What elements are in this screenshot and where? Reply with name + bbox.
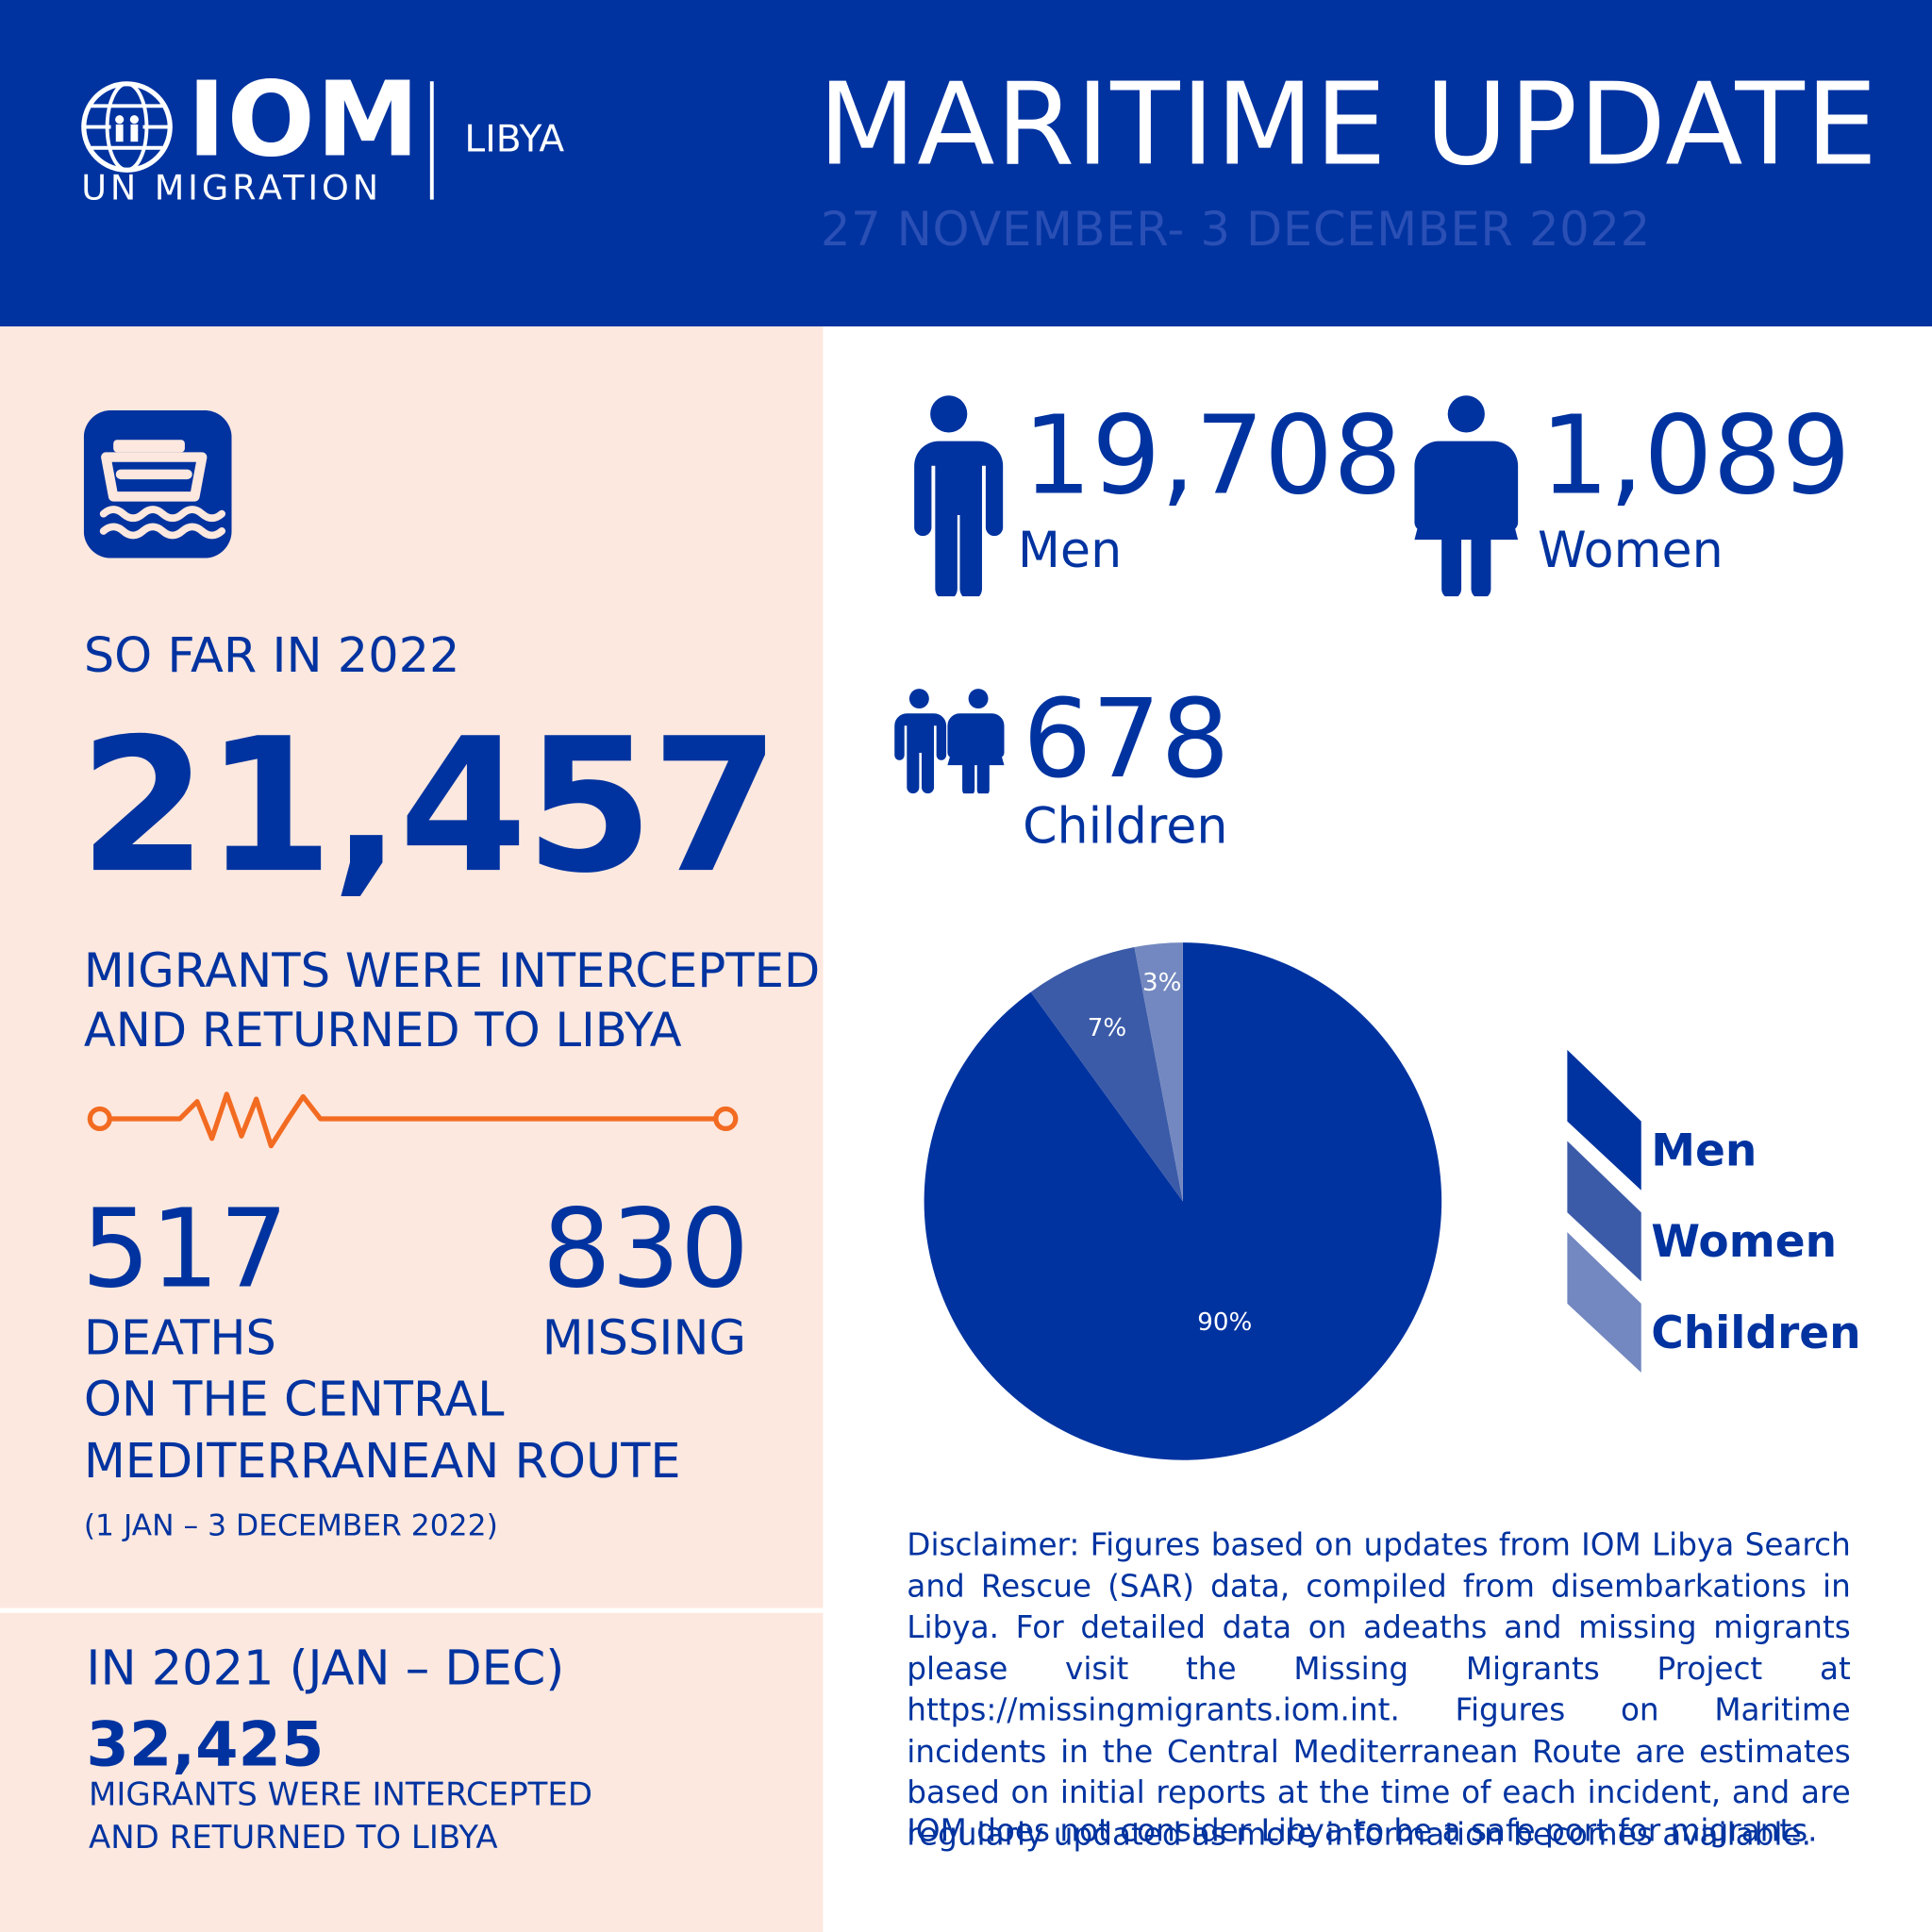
disclaimer-last-line: IOM does not consider Libya to be a safe… xyxy=(907,1812,1818,1849)
country-label: LIBYA xyxy=(464,118,565,162)
route-period: (1 JAN – 3 DECEMBER 2022) xyxy=(83,1507,498,1543)
legend-swatch-children xyxy=(1567,1232,1641,1374)
legend-label-children: Children xyxy=(1651,1308,1861,1359)
logo-tagline: UN MIGRATION xyxy=(81,167,383,208)
intercepted-total: 21,457 xyxy=(78,699,780,915)
men-label: Men xyxy=(1017,522,1123,579)
logo-org-name: IOM xyxy=(187,58,421,180)
children-icon xyxy=(894,689,1005,794)
left-panel-divider xyxy=(0,1607,824,1613)
page-title: MARITIME UPDATE xyxy=(818,58,1879,192)
header-banner: IOM UN MIGRATION LIBYA MARITIME UPDATE 2… xyxy=(0,0,1932,327)
route-line2: MEDITERRANEAN ROUTE xyxy=(83,1434,681,1491)
missing-value: 830 xyxy=(541,1185,750,1313)
men-value: 19,708 xyxy=(1023,391,1403,519)
prev-year-label: IN 2021 (JAN – DEC) xyxy=(86,1641,565,1697)
women-value: 1,089 xyxy=(1540,391,1851,519)
legend-label-men: Men xyxy=(1651,1125,1757,1177)
children-label: Children xyxy=(1023,798,1228,856)
pie-label-women: 7% xyxy=(1088,1014,1126,1042)
deaths-value: 517 xyxy=(81,1185,289,1313)
intercepted-caption-line1: MIGRANTS WERE INTERCEPTED xyxy=(83,943,821,998)
legend-label-women: Women xyxy=(1651,1217,1838,1268)
women-label: Women xyxy=(1538,522,1724,579)
pie-legend-swatches xyxy=(1567,1049,1641,1374)
legend-swatch-women xyxy=(1567,1141,1641,1282)
intercepted-caption-line2: AND RETURNED TO LIBYA xyxy=(83,1003,682,1058)
prev-year-caption-line2: AND RETURNED TO LIBYA xyxy=(89,1820,498,1857)
prev-year-caption-line1: MIGRANTS WERE INTERCEPTED xyxy=(89,1776,593,1814)
heartbeat-line-icon xyxy=(87,1091,739,1149)
logo-divider xyxy=(429,81,434,200)
woman-icon xyxy=(1414,395,1519,597)
route-line1: ON THE CENTRAL xyxy=(83,1373,505,1428)
boat-waves-icon xyxy=(83,409,232,558)
children-value: 678 xyxy=(1023,675,1230,803)
prev-year-value: 32,425 xyxy=(86,1708,325,1781)
pie-slice-women xyxy=(1030,947,1183,1202)
iom-emblem-icon xyxy=(81,81,173,173)
pie-slice-children xyxy=(1134,942,1183,1202)
gender-pie-chart: 90% 7% 3% xyxy=(924,942,1442,1460)
deaths-label: DEATHS xyxy=(83,1310,276,1367)
disclaimer-text: Disclaimer: Figures based on updates fro… xyxy=(907,1526,1851,1852)
so-far-label: SO FAR IN 2022 xyxy=(83,628,460,684)
man-icon xyxy=(914,395,1004,597)
date-range: 27 NOVEMBER- 3 DECEMBER 2022 xyxy=(820,202,1651,257)
pie-label-children: 3% xyxy=(1142,969,1181,997)
legend-swatch-men xyxy=(1567,1049,1641,1191)
pie-label-men: 90% xyxy=(1197,1308,1252,1337)
missing-label: MISSING xyxy=(541,1310,746,1367)
left-panel xyxy=(0,326,824,1932)
